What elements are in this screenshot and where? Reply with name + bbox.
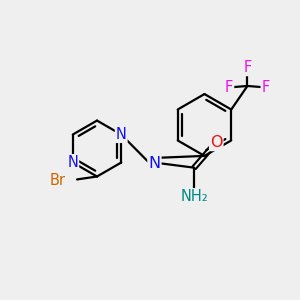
Text: F: F <box>225 80 233 95</box>
Text: F: F <box>262 80 270 95</box>
Text: NH₂: NH₂ <box>180 189 208 204</box>
Text: N: N <box>116 127 127 142</box>
Text: Br: Br <box>50 173 66 188</box>
Text: O: O <box>210 135 223 150</box>
Text: N: N <box>148 156 160 171</box>
Text: N: N <box>67 155 78 170</box>
Text: F: F <box>243 60 252 75</box>
